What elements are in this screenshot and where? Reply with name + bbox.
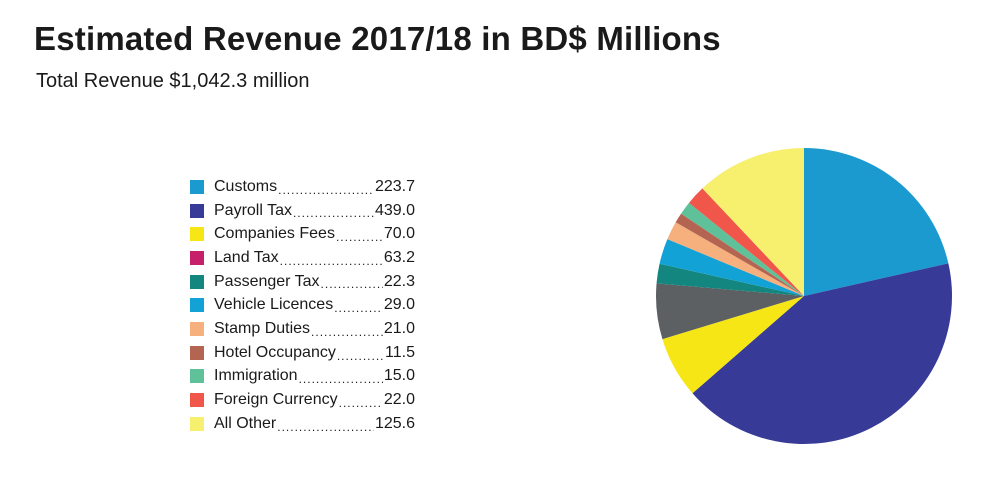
chart-legend: Customs.................................… — [190, 175, 415, 436]
legend-value: 439.0 — [374, 201, 415, 219]
legend-item: Hotel Occupancy.........................… — [190, 341, 415, 365]
pie-slice — [804, 148, 949, 296]
leader-dots: ........................................… — [338, 396, 383, 410]
leader-dots: ........................................… — [311, 325, 383, 339]
legend-item: Vehicle Licences........................… — [190, 293, 415, 317]
legend-label: All Other — [214, 414, 277, 432]
legend-value: 21.0 — [383, 319, 415, 337]
legend-item: Customs.................................… — [190, 175, 415, 199]
legend-value: 29.0 — [383, 296, 415, 314]
legend-swatch — [190, 321, 204, 336]
legend-item: Land Tax................................… — [190, 246, 415, 270]
leader-dots: ........................................… — [334, 302, 383, 316]
legend-item: Passenger Tax...........................… — [190, 270, 415, 294]
pie-slice — [675, 213, 804, 296]
legend-value: 63.2 — [383, 248, 415, 266]
legend-swatch — [190, 274, 204, 289]
chart-title: Estimated Revenue 2017/18 in BD$ Million… — [34, 20, 721, 57]
legend-label: Passenger Tax — [214, 272, 320, 290]
legend-label: Stamp Duties — [214, 319, 311, 337]
leader-dots: ........................................… — [298, 373, 383, 387]
legend-swatch — [190, 369, 204, 384]
legend-swatch — [190, 179, 204, 194]
legend-label: Vehicle Licences — [214, 296, 334, 314]
legend-item: All Other...............................… — [190, 412, 415, 436]
legend-swatch — [190, 416, 204, 431]
pie-slice — [692, 263, 953, 445]
legend-label: Immigration — [214, 367, 298, 385]
legend-item: Payroll Tax.............................… — [190, 199, 415, 223]
pie-slice — [689, 188, 804, 296]
legend-item: Foreign Currency........................… — [190, 388, 415, 412]
pie-slice — [659, 239, 804, 296]
legend-label: Foreign Currency — [214, 391, 338, 409]
legend-value: 125.6 — [374, 414, 415, 432]
legend-swatch — [190, 345, 204, 360]
legend-value: 22.3 — [383, 272, 415, 290]
pie-slice — [656, 283, 804, 340]
legend-swatch — [190, 227, 204, 242]
legend-value: 70.0 — [383, 225, 415, 243]
leader-dots: ........................................… — [292, 207, 374, 221]
legend-swatch — [190, 298, 204, 313]
legend-item: Stamp Duties............................… — [190, 317, 415, 341]
pie-chart — [656, 148, 953, 445]
legend-swatch — [190, 203, 204, 218]
leader-dots: ........................................… — [336, 349, 384, 363]
legend-value: 11.5 — [385, 343, 415, 361]
legend-label: Payroll Tax — [214, 201, 292, 219]
leader-dots: ........................................… — [278, 183, 374, 197]
leader-dots: ........................................… — [320, 278, 383, 292]
legend-label: Customs — [214, 177, 278, 195]
leader-dots: ........................................… — [279, 254, 383, 268]
legend-label: Companies Fees — [214, 225, 335, 243]
legend-value: 223.7 — [374, 177, 415, 195]
pie-slice — [702, 148, 804, 296]
legend-item: Immigration.............................… — [190, 365, 415, 389]
pie-slice — [662, 296, 804, 394]
leader-dots: ........................................… — [277, 420, 374, 434]
legend-item: Companies Fees..........................… — [190, 222, 415, 246]
legend-label: Land Tax — [214, 248, 279, 266]
chart-subtitle: Total Revenue $1,042.3 million — [36, 70, 310, 92]
pie-slice — [681, 202, 804, 296]
legend-swatch — [190, 250, 204, 265]
pie-slice — [656, 263, 804, 296]
pie-slice — [667, 222, 804, 296]
legend-value: 15.0 — [383, 367, 415, 385]
legend-label: Hotel Occupancy — [214, 343, 336, 361]
leader-dots: ........................................… — [335, 231, 383, 245]
legend-value: 22.0 — [383, 391, 415, 409]
legend-swatch — [190, 393, 204, 408]
